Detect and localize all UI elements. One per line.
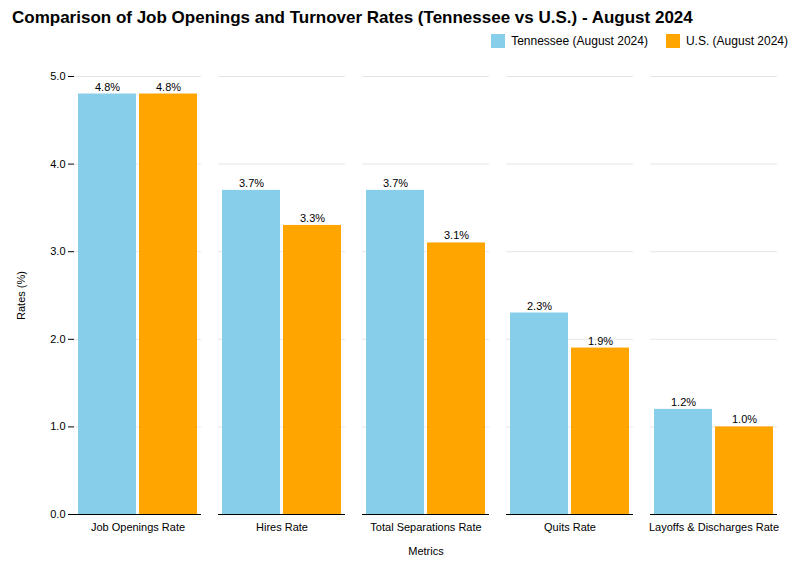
svg-text:0.0: 0.0 <box>50 508 65 520</box>
svg-text:4.0: 4.0 <box>50 158 65 170</box>
svg-text:1.2%: 1.2% <box>671 396 696 408</box>
svg-text:2.0: 2.0 <box>50 333 65 345</box>
svg-text:3.7%: 3.7% <box>383 177 408 189</box>
html-text:Comparison of Job Openings and: Comparison of Job Openings and Turnover … <box>12 8 693 27</box>
svg-text:Hires Rate: Hires Rate <box>256 521 308 533</box>
svg-text:4.8%: 4.8% <box>156 81 181 93</box>
svg-text:Rates (%): Rates (%) <box>15 271 27 320</box>
html-text:Tennessee (August 2024): Tennessee (August 2024) <box>511 34 648 48</box>
svg-text:1.9%: 1.9% <box>588 335 613 347</box>
svg-text:1.0%: 1.0% <box>732 413 757 425</box>
svg-text:4.8%: 4.8% <box>95 81 120 93</box>
svg-text:3.7%: 3.7% <box>239 177 264 189</box>
svg-text:3.3%: 3.3% <box>300 212 325 224</box>
svg-text:2.3%: 2.3% <box>527 300 552 312</box>
svg-text:Layoffs & Discharges Rate: Layoffs & Discharges Rate <box>649 521 779 533</box>
svg-text:Quits Rate: Quits Rate <box>544 521 596 533</box>
svg-text:Job Openings Rate: Job Openings Rate <box>91 521 185 533</box>
svg-text:5.0: 5.0 <box>50 70 65 82</box>
html-text:U.S. (August 2024): U.S. (August 2024) <box>685 34 788 48</box>
svg-text:3.0: 3.0 <box>50 245 65 257</box>
svg-text:Total Separations Rate: Total Separations Rate <box>370 521 481 533</box>
svg-text:Metrics: Metrics <box>408 545 444 557</box>
svg-text:3.1%: 3.1% <box>444 229 469 241</box>
svg-text:1.0: 1.0 <box>50 420 65 432</box>
